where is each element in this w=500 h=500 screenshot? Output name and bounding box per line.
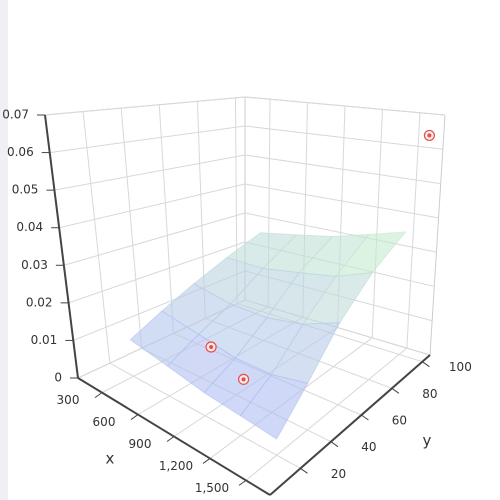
grid-line bbox=[120, 108, 143, 349]
axis-line bbox=[44, 114, 79, 379]
x-axis-title: x bbox=[106, 450, 115, 468]
grid-line bbox=[59, 183, 246, 229]
z-tick-label: 0 bbox=[54, 371, 62, 385]
x-tick-label: 300 bbox=[57, 393, 80, 407]
z-tick-label: 0.07 bbox=[2, 108, 29, 122]
tick-mark bbox=[422, 361, 430, 368]
y-axis-title: y bbox=[423, 432, 432, 450]
grid-line bbox=[244, 154, 441, 185]
x-tick-label: 1,200 bbox=[159, 459, 193, 473]
scatter-point-dot bbox=[241, 377, 246, 382]
tick-mark bbox=[94, 392, 103, 399]
grid-line bbox=[245, 347, 408, 481]
grid-line bbox=[406, 112, 421, 349]
tick-mark bbox=[130, 414, 139, 420]
x-tick-label: 1,500 bbox=[195, 481, 229, 495]
z-tick-label: 0.04 bbox=[16, 220, 43, 234]
x-tick-label: 600 bbox=[93, 415, 116, 429]
z-tick-label: 0.05 bbox=[12, 183, 39, 197]
grid-line bbox=[244, 125, 443, 150]
grid-line bbox=[371, 109, 383, 338]
grid-line bbox=[109, 362, 301, 469]
y-tick-label: 80 bbox=[422, 387, 437, 401]
y-tick-label: 100 bbox=[449, 360, 472, 374]
tick-mark bbox=[166, 436, 175, 442]
y-tick-label: 60 bbox=[392, 414, 407, 428]
tick-mark bbox=[361, 414, 369, 421]
z-tick-label: 0.03 bbox=[21, 258, 48, 272]
grid-line bbox=[82, 111, 111, 364]
grid-line bbox=[49, 125, 246, 154]
grid-line bbox=[244, 212, 437, 253]
y-tick-label: 20 bbox=[331, 467, 346, 481]
grid-line bbox=[63, 212, 246, 266]
box-edge bbox=[429, 114, 446, 356]
grid-line bbox=[54, 154, 246, 191]
grid-line bbox=[158, 104, 174, 334]
x-tick-label: 900 bbox=[129, 437, 152, 451]
scatter-point-dot bbox=[209, 345, 214, 350]
side-strip bbox=[0, 0, 8, 500]
grid-line bbox=[244, 96, 446, 116]
y-tick-label: 40 bbox=[361, 440, 376, 454]
tick-mark bbox=[300, 467, 308, 474]
tick-mark bbox=[202, 458, 211, 464]
tick-mark bbox=[391, 387, 400, 394]
surface-cell bbox=[239, 373, 309, 440]
tick-mark bbox=[330, 441, 339, 448]
grid-line bbox=[68, 241, 246, 304]
scatter-point-dot bbox=[427, 133, 432, 138]
axis-line bbox=[269, 354, 431, 496]
tick-mark bbox=[238, 479, 247, 486]
grid-line bbox=[244, 183, 439, 219]
z-tick-label: 0.01 bbox=[31, 333, 58, 347]
z-tick-label: 0.06 bbox=[7, 145, 34, 159]
z-tick-label: 0.02 bbox=[26, 295, 53, 309]
grid-line bbox=[44, 96, 246, 116]
